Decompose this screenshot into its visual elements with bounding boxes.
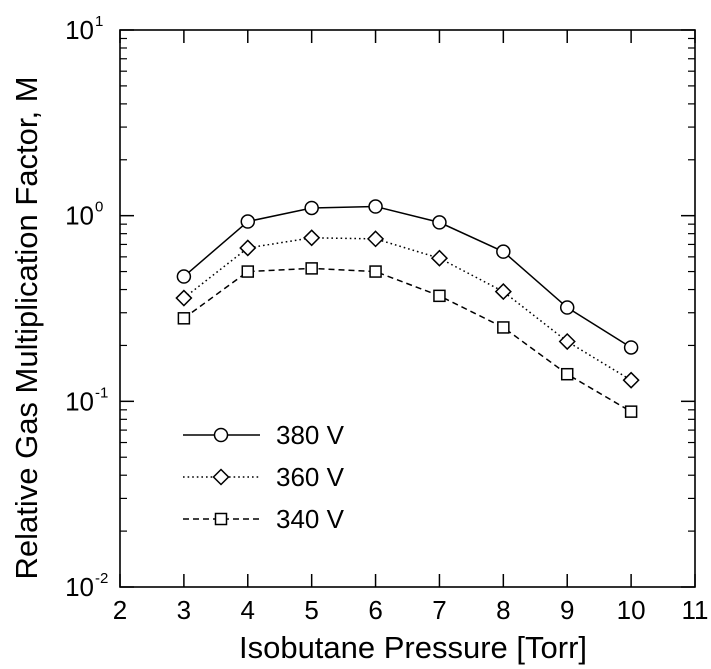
x-tick-label: 6 [368,595,382,625]
series-square [177,262,638,418]
axis-ticks [119,29,696,588]
circle-marker [559,300,575,315]
plot-frame [119,29,696,588]
y-tick-exponent: -2 [95,570,108,587]
legend-label: 340 V [276,504,345,534]
square-marker [433,289,446,303]
series-layer [175,199,640,418]
series-diamond [175,229,640,389]
square-marker [241,265,255,278]
x-tick-label: 8 [496,595,510,625]
square-marker [214,512,228,526]
x-tick-label: 3 [177,595,191,625]
circle-marker [240,214,256,229]
diamond-marker [366,230,385,248]
x-tick-label: 4 [241,595,255,625]
diamond-marker [212,468,230,486]
diamond-marker [558,332,576,351]
square-marker [624,405,638,418]
x-tick-label: 2 [113,595,127,625]
y-tick-label: 10 [65,15,94,45]
diamond-marker [494,283,512,301]
circle-marker [176,269,192,284]
diamond-marker [430,249,449,267]
x-tick-labels: 2 3 4 5 6 7 8 9 10 11 [113,595,709,625]
legend-label: 380 V [276,420,345,450]
square-marker [560,367,574,381]
diamond-marker [175,289,193,307]
circle-marker [623,340,639,355]
circle-marker [496,244,511,259]
x-tick-label: 7 [432,595,446,625]
circle-marker [368,199,383,214]
circle-marker [304,200,319,216]
plot-border [119,29,696,588]
series-line [183,205,632,349]
x-axis-title: Isobutane Pressure [Torr] [239,630,587,665]
diamond-marker [622,371,640,389]
legend-item: 360 V [183,462,345,492]
series-line [183,267,632,413]
diamond-marker [303,229,321,247]
diamond-marker [239,239,257,257]
x-tick-label: 5 [304,595,318,625]
x-tick-label: 9 [560,595,574,625]
x-tick-label: 11 [682,595,709,625]
y-tick-label: 10 [65,201,94,231]
circle-marker [432,215,447,230]
legend-item: 380 V [183,420,345,450]
y-tick-label: 10 [65,572,94,602]
y-tick-label: 10 [65,386,94,416]
y-tick-exponent: 0 [95,199,103,216]
square-marker [369,265,382,278]
square-marker [497,321,510,334]
y-tick-exponent: -1 [95,384,108,401]
y-axis-title: Relative Gas Multiplication Factor, M [9,76,44,579]
circle-marker [213,427,229,443]
legend-label: 360 V [276,462,345,492]
legend: 380 V 360 V 340 V [183,420,345,534]
legend-item: 340 V [183,504,345,534]
x-tick-label: 10 [617,595,646,625]
square-marker [177,312,191,325]
series-circle [176,199,639,355]
square-marker [305,262,318,275]
y-tick-exponent: 1 [95,13,103,30]
